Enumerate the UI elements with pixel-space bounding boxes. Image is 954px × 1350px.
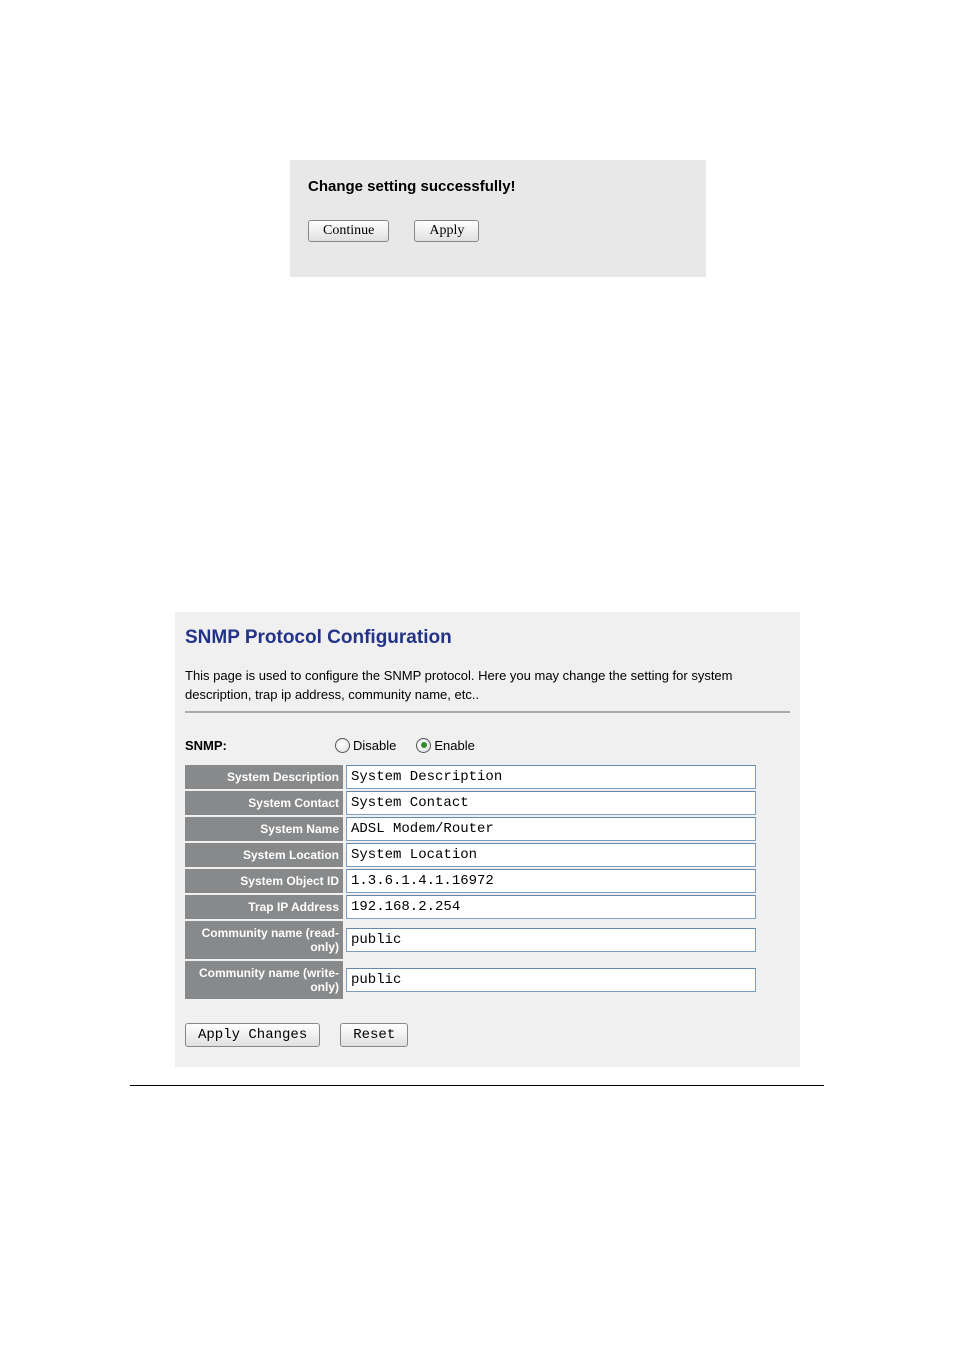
snmp-toggle-row: SNMP: Disable Enable [185, 738, 790, 753]
system-object-id-input[interactable] [346, 869, 756, 893]
snmp-enable-radio[interactable]: Enable [416, 738, 474, 753]
system-contact-input[interactable] [346, 791, 756, 815]
community-write-label: Community name (write-only) [185, 961, 343, 999]
trap-ip-address-label: Trap IP Address [185, 895, 343, 919]
radio-dot-icon [421, 742, 427, 748]
table-row: System Description [185, 765, 790, 789]
table-row: System Location [185, 843, 790, 867]
page-description: This page is used to configure the SNMP … [185, 667, 790, 713]
table-row: System Object ID [185, 869, 790, 893]
snmp-config-panel: SNMP Protocol Configuration This page is… [175, 612, 800, 1067]
system-location-label: System Location [185, 843, 343, 867]
success-heading: Change setting successfully! [308, 178, 688, 195]
success-panel: Change setting successfully! Continue Ap… [290, 160, 706, 277]
snmp-radio-group: Disable Enable [335, 738, 475, 753]
success-button-row: Continue Apply [308, 220, 688, 242]
system-object-id-label: System Object ID [185, 869, 343, 893]
community-write-input[interactable] [346, 968, 756, 992]
table-row: System Contact [185, 791, 790, 815]
divider [130, 1085, 824, 1086]
page-title: SNMP Protocol Configuration [185, 627, 790, 649]
bottom-button-row: Apply Changes Reset [185, 1023, 790, 1047]
community-read-input[interactable] [346, 928, 756, 952]
table-row: System Name [185, 817, 790, 841]
reset-button[interactable]: Reset [340, 1023, 408, 1047]
disable-label: Disable [353, 738, 396, 753]
snmp-label: SNMP: [185, 738, 335, 753]
continue-button[interactable]: Continue [308, 220, 389, 242]
enable-label: Enable [434, 738, 474, 753]
radio-icon [335, 738, 350, 753]
system-description-label: System Description [185, 765, 343, 789]
community-read-label: Community name (read-only) [185, 921, 343, 959]
apply-changes-button[interactable]: Apply Changes [185, 1023, 320, 1047]
radio-icon [416, 738, 431, 753]
config-table: System Description System Contact System… [185, 763, 790, 1001]
table-row: Community name (write-only) [185, 961, 790, 999]
apply-button[interactable]: Apply [414, 220, 479, 242]
system-contact-label: System Contact [185, 791, 343, 815]
trap-ip-address-input[interactable] [346, 895, 756, 919]
system-name-input[interactable] [346, 817, 756, 841]
snmp-disable-radio[interactable]: Disable [335, 738, 396, 753]
system-location-input[interactable] [346, 843, 756, 867]
table-row: Trap IP Address [185, 895, 790, 919]
system-name-label: System Name [185, 817, 343, 841]
system-description-input[interactable] [346, 765, 756, 789]
table-row: Community name (read-only) [185, 921, 790, 959]
